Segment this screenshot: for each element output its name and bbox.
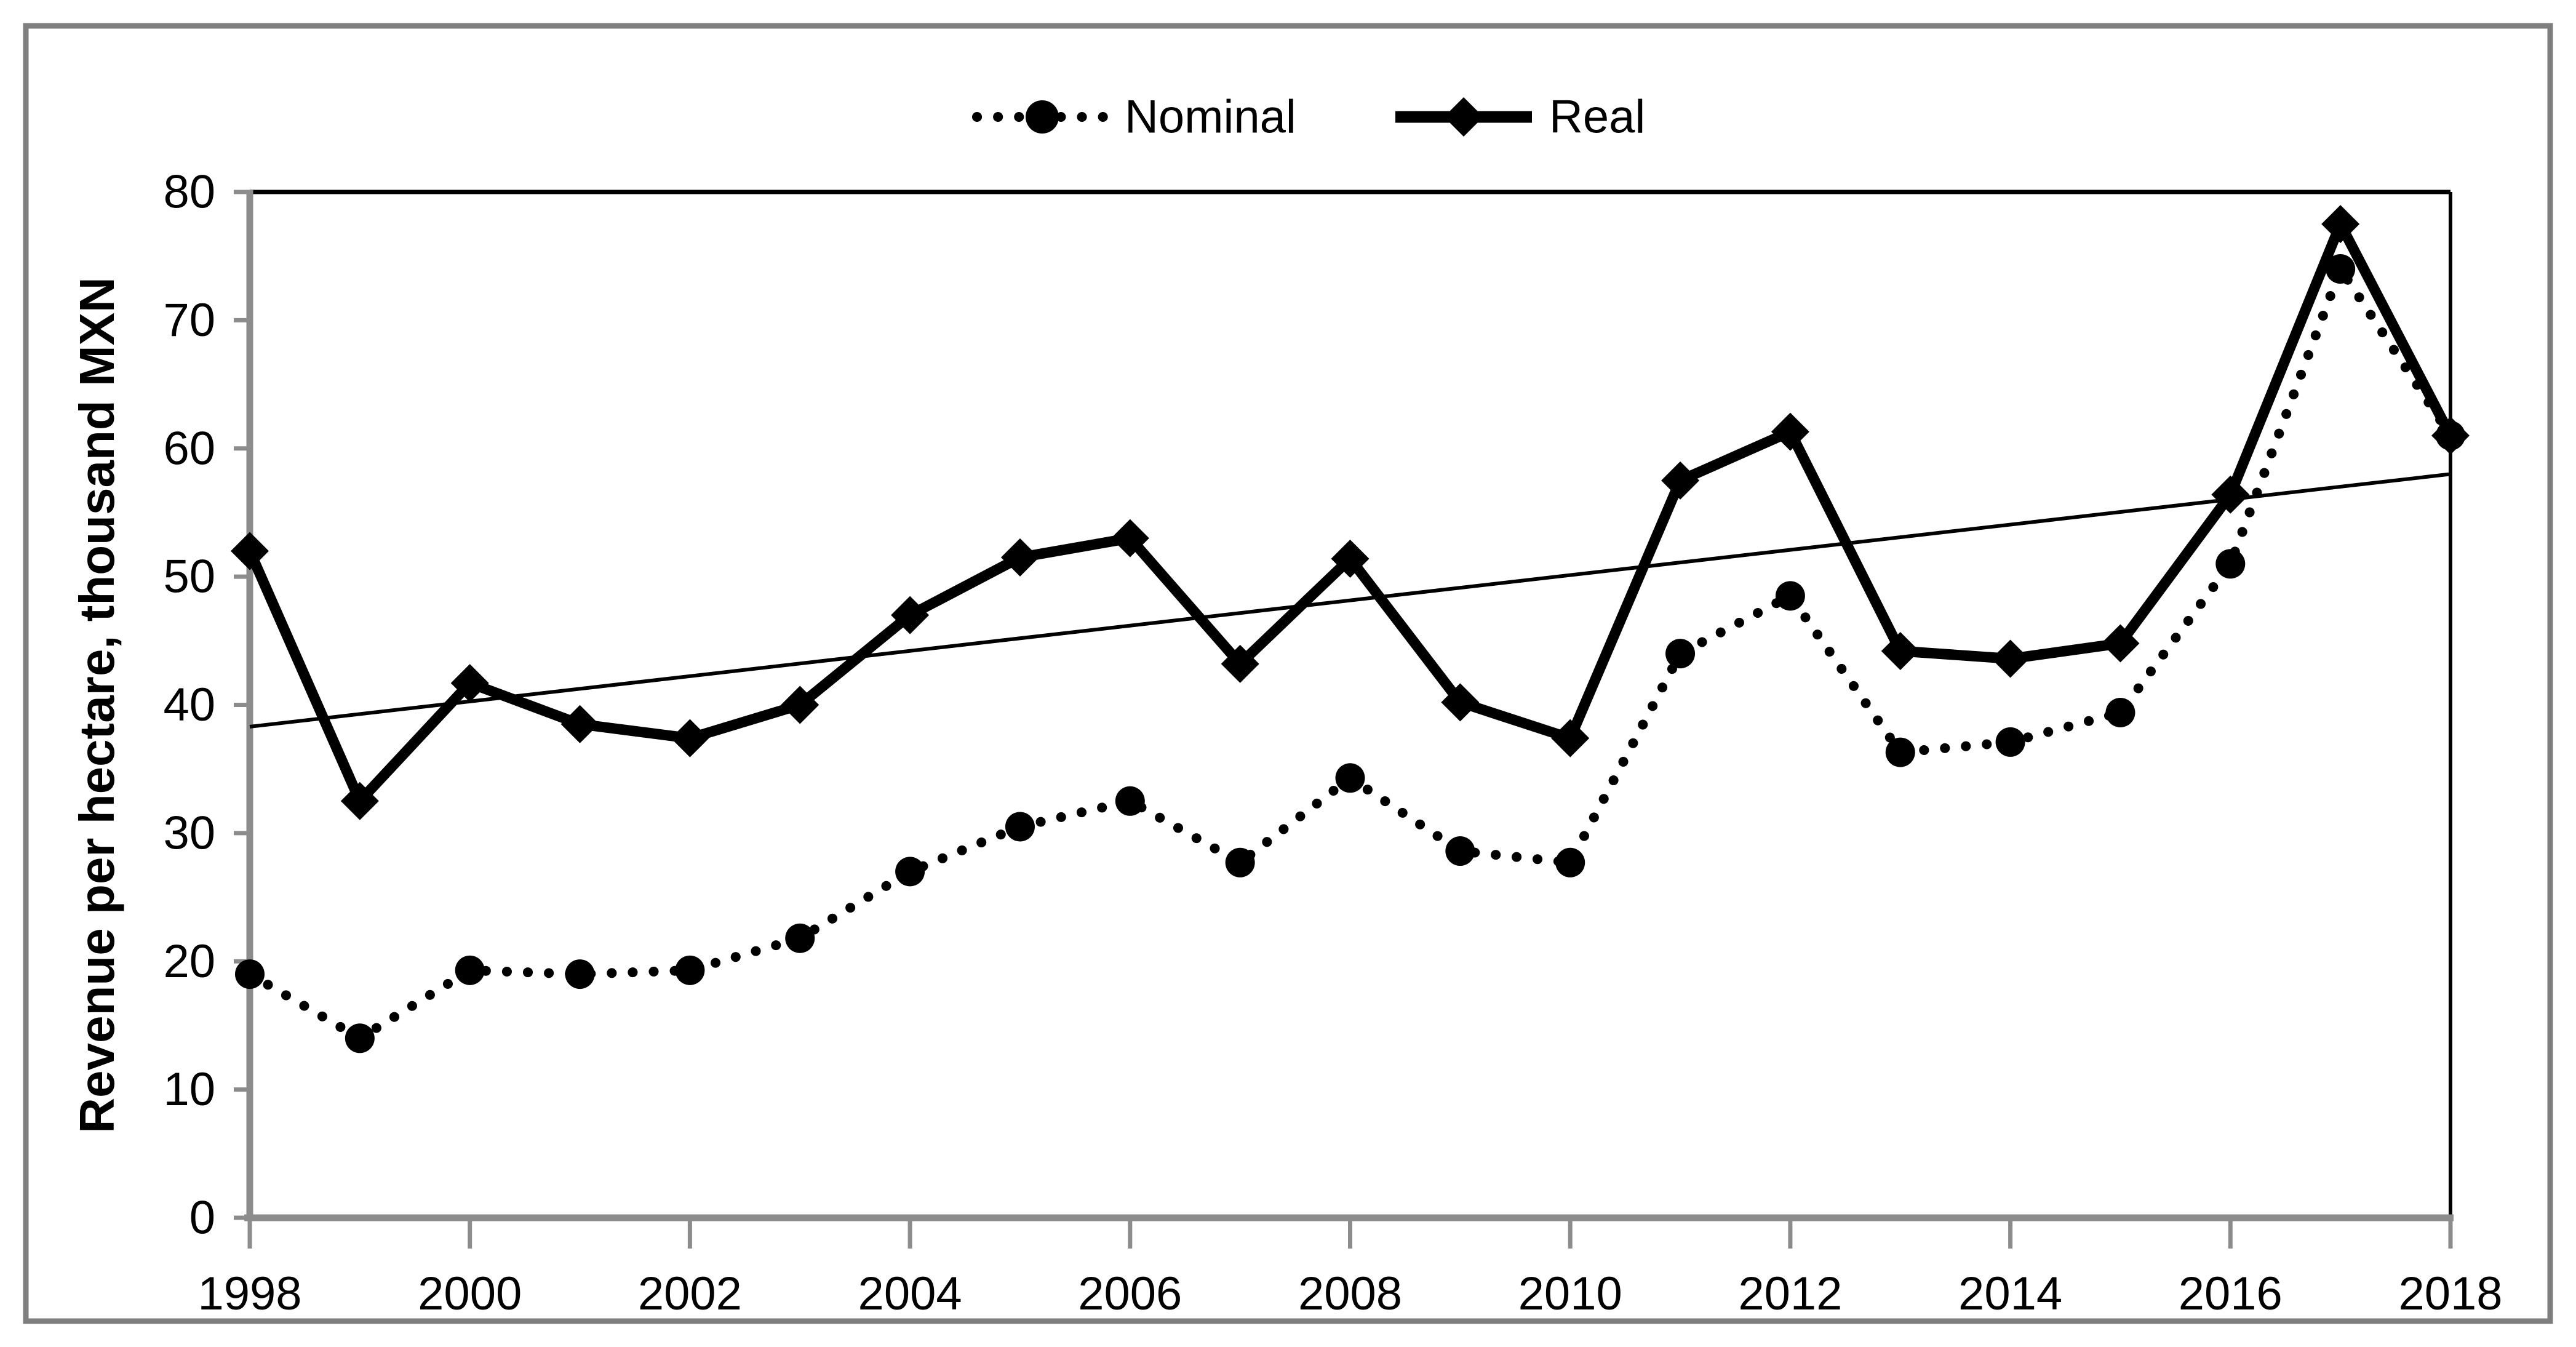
x-tick-label: 2004 (858, 1268, 962, 1320)
nominal-point (345, 1023, 375, 1053)
real-point (1991, 639, 2030, 678)
nominal-point (1335, 763, 1365, 793)
legend-label-real: Real (1549, 91, 1645, 143)
real-point (2431, 416, 2470, 455)
real-point (1881, 631, 1920, 670)
nominal-point (2326, 254, 2356, 284)
real-legend-marker-icon (1444, 97, 1483, 137)
real-point (1771, 412, 1809, 451)
real-point (1111, 519, 1149, 558)
real-point (1221, 644, 1259, 683)
real-point (781, 685, 819, 724)
x-tick-label: 2002 (638, 1268, 742, 1320)
real-point (1661, 461, 1700, 500)
nominal-point (785, 923, 815, 953)
real-point (340, 781, 379, 820)
real-point (2211, 475, 2250, 514)
nominal-point (1225, 847, 1255, 877)
legend-label-nominal: Nominal (1125, 91, 1296, 143)
nominal-point (1995, 727, 2025, 757)
nominal-point (1005, 812, 1035, 842)
real-point (1551, 719, 1590, 757)
nominal-series (235, 254, 2465, 1053)
y-tick-label: 80 (163, 166, 215, 218)
nominal-point (1775, 581, 1805, 611)
nominal-point (1115, 786, 1145, 816)
y-tick-label: 0 (189, 1192, 215, 1244)
nominal-point (235, 959, 265, 989)
nominal-point (2105, 698, 2135, 728)
nominal-point (1555, 847, 1585, 877)
nominal-legend-marker-icon (1026, 100, 1059, 134)
trend-line (249, 472, 2451, 729)
y-tick-label: 40 (163, 679, 215, 731)
nominal-point (455, 955, 485, 985)
real-point (231, 532, 269, 570)
x-tick-label: 2010 (1518, 1268, 1622, 1320)
nominal-point (675, 955, 705, 985)
y-tick-label: 30 (163, 807, 215, 859)
x-tick-label: 2016 (2179, 1268, 2283, 1320)
nominal-point (895, 857, 925, 887)
real-point (2101, 624, 2140, 663)
y-tick-label: 10 (163, 1063, 215, 1116)
nominal-point (1885, 737, 1915, 767)
x-tick-label: 2006 (1078, 1268, 1182, 1320)
x-tick-label: 2008 (1298, 1268, 1402, 1320)
axes: 0 10 20 30 40 50 60 70 80 1998 2000 2002 2004 2006 200… (163, 166, 2502, 1321)
y-tick-label: 60 (163, 422, 215, 474)
nominal-point (1445, 836, 1475, 866)
y-tick-label: 70 (163, 294, 215, 346)
y-tick-label: 20 (163, 935, 215, 988)
y-tick-label: 50 (163, 551, 215, 603)
real-series (231, 205, 2470, 820)
legend-item-nominal: Nominal (972, 91, 1296, 143)
real-point (1441, 683, 1480, 722)
figure-border (23, 23, 2553, 1324)
real-point (450, 664, 489, 703)
nominal-point (565, 959, 595, 989)
x-tick-label: 2000 (418, 1268, 522, 1320)
x-tick-label: 2012 (1738, 1268, 1842, 1320)
real-point (1331, 539, 1370, 578)
legend: Nominal Real (972, 91, 1645, 143)
real-point (2321, 205, 2360, 244)
trend-line-segment (249, 472, 2451, 729)
real-point (671, 719, 709, 757)
legend-item-real: Real (1395, 91, 1645, 143)
nominal-point (1665, 639, 1696, 669)
y-axis-title: Revenue per hectare, thousand MXN (70, 277, 124, 1133)
x-tick-label: 2014 (1958, 1268, 2062, 1320)
real-point (891, 596, 930, 634)
x-tick-label: 1998 (197, 1268, 301, 1320)
nominal-point (2215, 549, 2246, 579)
x-tick-label: 2018 (2398, 1268, 2502, 1320)
real-point (1000, 538, 1039, 577)
real-point (560, 705, 599, 743)
